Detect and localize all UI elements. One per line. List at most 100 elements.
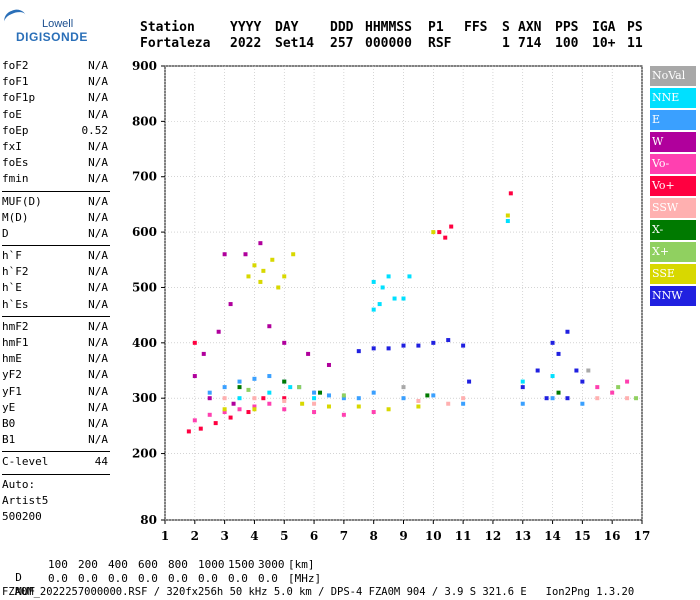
data-point-nnw <box>556 351 561 356</box>
param-name: foF1 <box>2 75 29 89</box>
data-point-nnw <box>467 379 472 384</box>
data-point-x <box>341 393 346 398</box>
param-row-foe: foE N/A <box>2 107 110 123</box>
param-value: N/A <box>88 194 108 208</box>
legend-item-x: X+ <box>650 242 696 262</box>
param-value: N/A <box>88 156 108 170</box>
param-row-he: h`E N/A <box>2 280 110 296</box>
param-value: N/A <box>88 91 108 105</box>
param-value: 0.52 <box>81 123 109 137</box>
header-field-value-0: Fortaleza <box>140 36 211 51</box>
data-point-w <box>326 362 331 367</box>
param-name: foF2 <box>2 59 29 72</box>
data-point-ssw <box>595 396 600 401</box>
param-value: N/A <box>88 107 108 121</box>
param-value: 44 <box>94 455 108 469</box>
header-field-label-3: DDD <box>330 20 354 35</box>
data-point-e <box>341 396 346 401</box>
x-tick-label: 6 <box>310 529 318 543</box>
mufvals-value: 0.0 <box>138 572 158 585</box>
mufvals-value: 0.0 <box>78 572 98 585</box>
data-point-sse <box>252 263 257 268</box>
auto-scaling-line: Artist5 <box>2 493 49 507</box>
data-point-nnw <box>386 346 391 351</box>
data-point-vo <box>341 412 346 417</box>
y-tick-label: 700 <box>132 170 157 184</box>
data-point-e <box>252 376 257 381</box>
data-point-vo <box>371 410 376 415</box>
mufvals-value: 0.0 <box>258 572 278 585</box>
x-tick-label: 17 <box>634 529 651 543</box>
data-point-nnw <box>371 346 376 351</box>
logo-line1: Lowell <box>42 18 74 30</box>
param-value: N/A <box>88 433 108 447</box>
param-name: D <box>2 226 9 240</box>
legend-item-w: W <box>650 132 696 152</box>
param-name: foEp <box>2 123 29 137</box>
data-point-w <box>306 351 311 356</box>
data-point-x <box>425 393 430 398</box>
data-point-nne <box>392 296 397 301</box>
header-field-value-3: 257 <box>330 36 354 51</box>
header-field-label-11: PS <box>627 20 643 35</box>
legend-item-ssw: SSW <box>650 198 696 218</box>
param-value: N/A <box>88 400 108 414</box>
param-row-fmin: fmin N/A <box>2 171 110 187</box>
param-row-b0: B0 N/A <box>2 416 110 432</box>
header-field-value-10: 10+ <box>592 36 616 51</box>
data-point-nne <box>520 379 525 384</box>
param-name: MUF(D) <box>2 194 42 208</box>
data-point-vo <box>222 410 227 415</box>
dvals-value: 100 <box>48 558 68 571</box>
param-value: N/A <box>88 249 108 263</box>
data-point-nnw <box>580 379 585 384</box>
param-value: N/A <box>88 210 108 224</box>
data-point-vo <box>192 418 197 423</box>
data-point-vo <box>437 230 442 235</box>
y-tick-label: 500 <box>132 280 157 294</box>
param-value: N/A <box>88 75 108 89</box>
mufvals-value: 0.0 <box>168 572 188 585</box>
x-tick-label: 14 <box>544 529 561 543</box>
param-row-foes: foEs N/A <box>2 155 110 171</box>
header-field-value-4: 000000 <box>365 36 412 51</box>
logo-swoosh-icon <box>1 6 29 31</box>
data-point-vo <box>198 426 203 431</box>
param-name: yF2 <box>2 368 22 382</box>
param-name: h`Es <box>2 297 29 311</box>
data-point-vo <box>186 429 191 434</box>
x-tick-label: 2 <box>191 529 199 543</box>
x-tick-label: 1 <box>161 529 169 543</box>
param-row-fxi: fxI N/A <box>2 139 110 155</box>
param-value: N/A <box>88 352 108 366</box>
x-tick-label: 7 <box>340 529 348 543</box>
y-tick-label: 300 <box>132 391 157 405</box>
data-point-w <box>222 252 227 257</box>
data-point-sse <box>282 274 287 279</box>
param-value: N/A <box>88 416 108 430</box>
param-row-yf2: yF2 N/A <box>2 367 110 383</box>
data-point-nnw <box>565 329 570 334</box>
data-point-e <box>580 401 585 406</box>
param-row-hmf2: hmF2 N/A <box>2 319 110 335</box>
data-point-x <box>556 390 561 395</box>
data-point-e <box>282 379 287 384</box>
mufvals-value: 0.0 <box>108 572 128 585</box>
muf-row: MUF 0.0 0.0 0.0 0.0 0.0 0.0 0.0 0.0 [MHz] <box>2 572 321 598</box>
data-point-sse <box>300 401 305 406</box>
data-point-x <box>282 379 287 384</box>
data-point-sse <box>386 407 391 412</box>
legend-item-noval: NoVal <box>650 66 696 86</box>
sidebar-separator <box>2 473 110 475</box>
data-point-vo <box>610 390 615 395</box>
param-row-hmf1: hmF1 N/A <box>2 335 110 351</box>
data-point-ssw <box>461 396 466 401</box>
dvals-value: 600 <box>138 558 158 571</box>
mufvals-value: [MHz] <box>288 572 322 585</box>
param-name: yE <box>2 400 16 414</box>
param-name: hmF1 <box>2 336 29 349</box>
data-point-vo <box>213 421 218 426</box>
data-point-sse <box>276 285 281 290</box>
param-row-hme: hmE N/A <box>2 351 110 367</box>
header-field-label-5: P1 <box>428 20 444 35</box>
